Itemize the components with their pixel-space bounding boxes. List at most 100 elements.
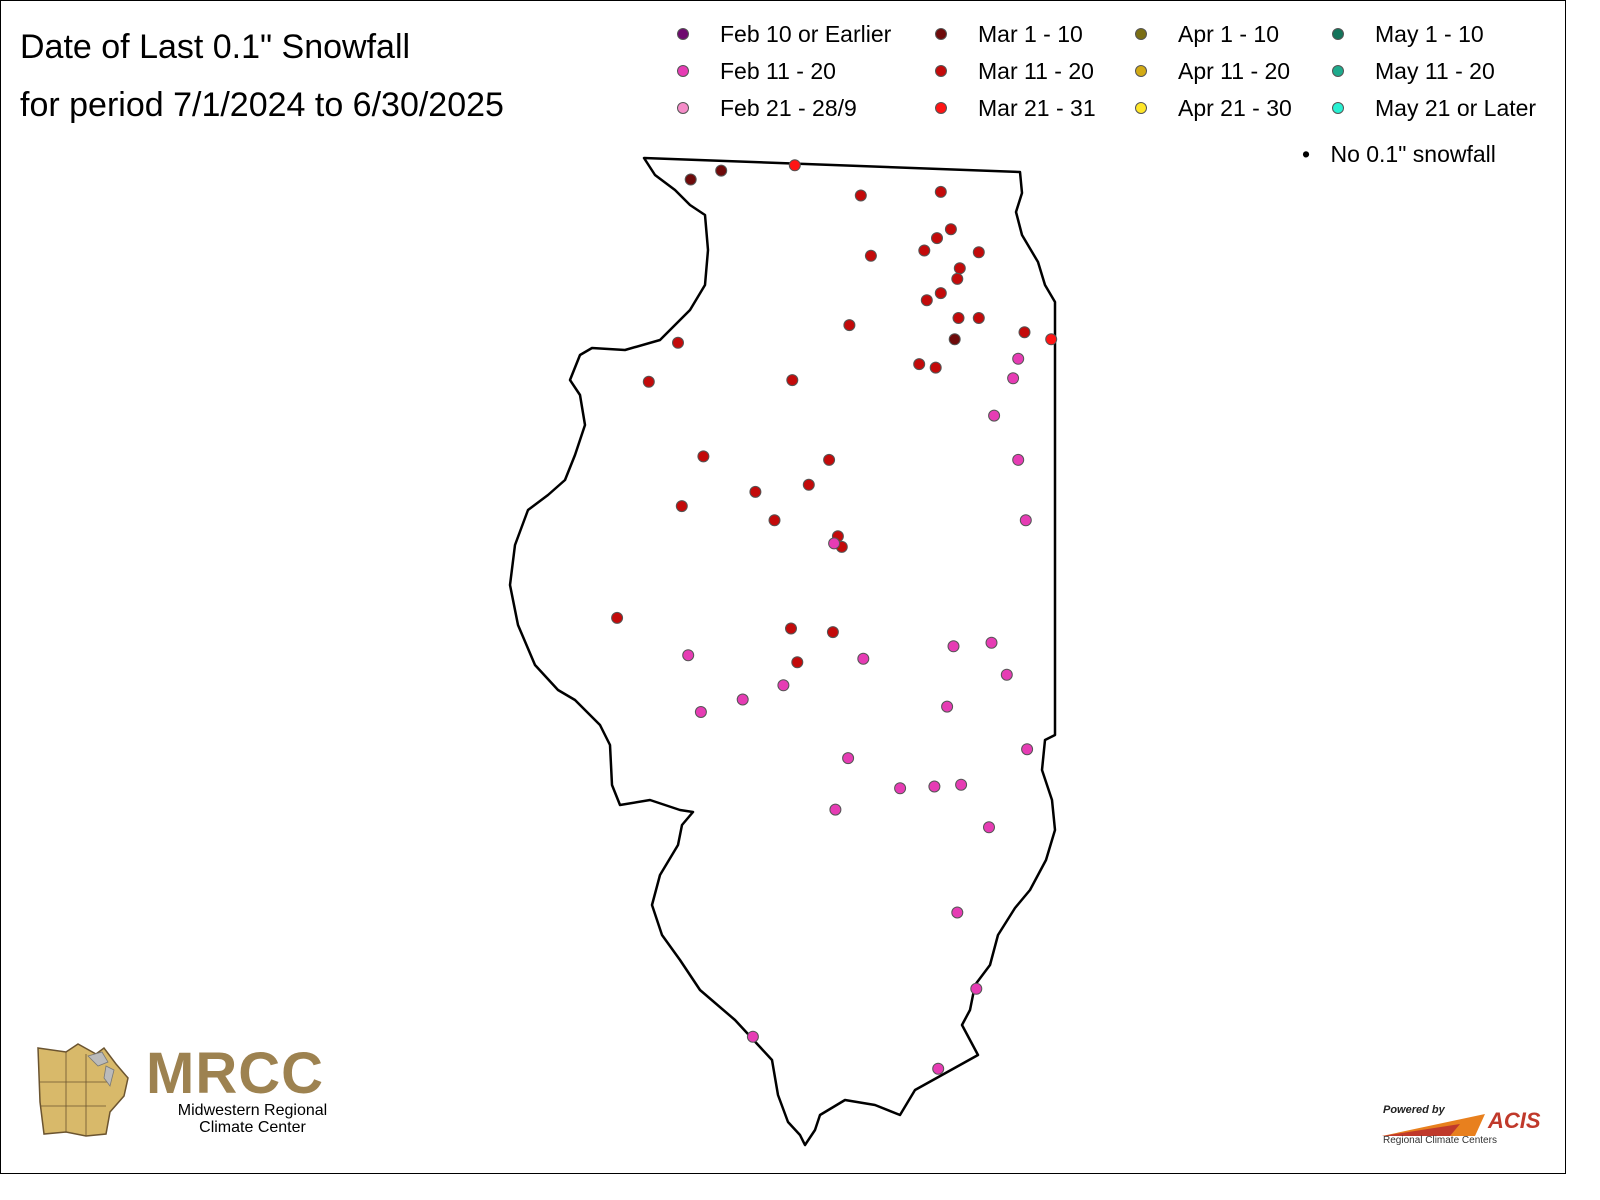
station-marker bbox=[1012, 352, 1025, 365]
station-marker bbox=[953, 262, 966, 275]
legend-swatch-5 bbox=[935, 102, 947, 114]
station-marker bbox=[785, 622, 797, 635]
station-marker bbox=[920, 294, 933, 307]
station-marker bbox=[715, 164, 728, 177]
legend-swatch-7 bbox=[1135, 65, 1147, 77]
station-marker bbox=[1012, 453, 1025, 466]
mrcc-subtitle-line-2: Climate Center bbox=[199, 1119, 306, 1136]
legend-swatch-3 bbox=[935, 28, 947, 40]
station-marker bbox=[788, 159, 801, 172]
legend-label-10: May 11 - 20 bbox=[1375, 58, 1495, 84]
map-frame bbox=[0, 0, 1566, 1174]
no-snow-dot-icon: • bbox=[1302, 141, 1311, 167]
station-marker bbox=[955, 778, 968, 791]
station-marker bbox=[736, 693, 749, 706]
station-marker bbox=[864, 249, 877, 262]
station-marker bbox=[918, 244, 931, 257]
legend-swatch-1 bbox=[677, 65, 689, 77]
acis-swoosh-icon bbox=[1382, 1114, 1485, 1136]
station-marker bbox=[1000, 668, 1013, 681]
station-markers bbox=[611, 159, 1058, 1075]
station-marker bbox=[829, 803, 842, 816]
station-marker bbox=[1045, 333, 1058, 346]
station-marker bbox=[675, 500, 688, 513]
station-marker bbox=[854, 189, 867, 202]
station-marker bbox=[826, 626, 839, 639]
station-marker bbox=[932, 1062, 945, 1075]
station-marker bbox=[1021, 743, 1034, 756]
station-marker bbox=[929, 361, 942, 374]
station-marker bbox=[857, 652, 870, 665]
station-marker bbox=[934, 185, 947, 198]
legend-label-0: Feb 10 or Earlier bbox=[720, 21, 892, 47]
station-marker bbox=[823, 453, 836, 466]
station-marker bbox=[786, 374, 799, 387]
legend-label-2: Feb 21 - 28/9 bbox=[720, 95, 857, 121]
station-marker bbox=[972, 246, 985, 259]
mrcc-logo-text: MRCC bbox=[146, 1041, 324, 1106]
acis-subtitle: Regional Climate Centers bbox=[1383, 1135, 1497, 1146]
station-marker bbox=[672, 336, 684, 349]
station-marker bbox=[791, 656, 804, 669]
station-marker bbox=[934, 287, 947, 300]
station-marker bbox=[746, 1030, 759, 1043]
legend-label-7: Apr 11 - 20 bbox=[1178, 58, 1291, 84]
legend-swatch-11 bbox=[1332, 102, 1344, 114]
station-marker bbox=[952, 312, 965, 324]
legend-swatch-8 bbox=[1135, 102, 1147, 114]
no-snow-legend: • No 0.1" snowfall bbox=[1302, 139, 1496, 169]
station-marker bbox=[928, 780, 941, 793]
station-marker bbox=[777, 679, 790, 692]
station-marker bbox=[684, 173, 697, 186]
legend-swatch-4 bbox=[935, 65, 947, 77]
legend-label-11: May 21 or Later bbox=[1375, 95, 1537, 121]
illinois-map bbox=[508, 156, 1058, 1147]
station-marker bbox=[988, 409, 1001, 422]
station-marker bbox=[972, 312, 985, 324]
station-marker bbox=[948, 333, 961, 346]
no-snow-label: No 0.1" snowfall bbox=[1330, 141, 1496, 167]
legend-label-3: Mar 1 - 10 bbox=[978, 21, 1083, 47]
legend-label-4: Mar 11 - 20 bbox=[978, 58, 1094, 84]
station-marker bbox=[944, 223, 957, 236]
station-marker bbox=[842, 752, 855, 765]
station-marker bbox=[611, 611, 624, 624]
station-marker bbox=[913, 358, 926, 371]
station-marker bbox=[983, 821, 995, 834]
station-marker bbox=[768, 514, 781, 527]
title-line-2: for period 7/1/2024 to 6/30/2025 bbox=[20, 86, 504, 124]
legend-label-5: Mar 21 - 31 bbox=[978, 95, 1096, 121]
acis-powered-by: Powered by bbox=[1383, 1104, 1445, 1116]
acis-logo-text: ACIS bbox=[1488, 1108, 1541, 1133]
station-marker bbox=[951, 272, 964, 285]
legend-swatch-10 bbox=[1332, 65, 1344, 77]
station-marker bbox=[697, 450, 710, 463]
legend-label-1: Feb 11 - 20 bbox=[720, 58, 836, 84]
station-marker bbox=[941, 700, 954, 713]
station-marker bbox=[749, 485, 762, 498]
legend-swatch-2 bbox=[677, 102, 689, 114]
station-marker bbox=[951, 906, 964, 919]
map-title: Date of Last 0.1" Snowfall for period 7/… bbox=[20, 18, 504, 134]
station-marker bbox=[682, 649, 695, 662]
station-marker bbox=[642, 375, 655, 388]
station-marker bbox=[1007, 372, 1020, 385]
legend-label-6: Apr 1 - 10 bbox=[1178, 21, 1279, 47]
mrcc-subtitle-line-1: Midwestern Regional bbox=[177, 1102, 328, 1119]
station-marker bbox=[843, 319, 856, 332]
station-marker bbox=[802, 478, 815, 491]
station-marker bbox=[947, 640, 960, 653]
illinois-outline bbox=[508, 156, 1057, 1147]
legend-swatch-9 bbox=[1332, 28, 1344, 40]
station-marker bbox=[694, 706, 707, 718]
station-marker bbox=[1019, 514, 1032, 527]
station-marker bbox=[985, 636, 998, 649]
mrcc-subtitle: Midwestern Regional Climate Center bbox=[150, 1102, 355, 1136]
title-line-1: Date of Last 0.1" Snowfall bbox=[20, 28, 411, 66]
legend-label-8: Apr 21 - 30 bbox=[1178, 95, 1292, 121]
legend-swatch-6 bbox=[1135, 28, 1147, 40]
station-marker bbox=[931, 232, 943, 245]
midwest-map-logo-icon bbox=[37, 1043, 129, 1137]
station-marker bbox=[894, 782, 907, 795]
station-marker bbox=[1018, 326, 1031, 339]
